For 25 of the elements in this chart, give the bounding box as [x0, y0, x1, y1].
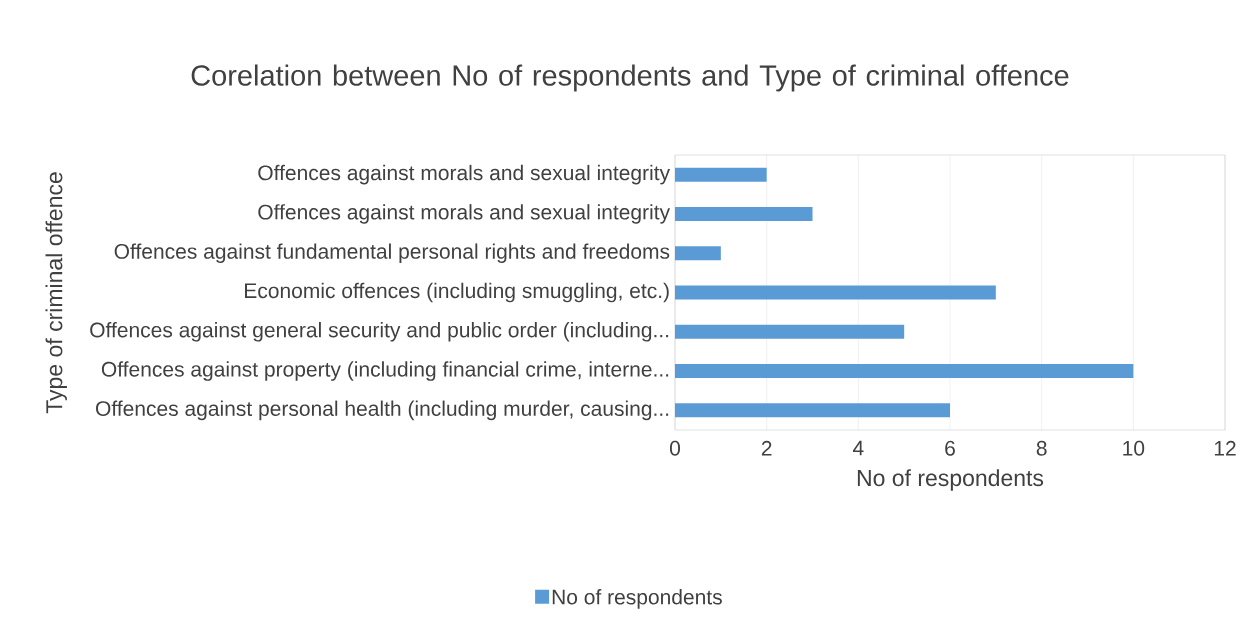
y-tick-label: Offences against morals and sexual integrity — [258, 164, 671, 185]
y-axis-title: Type of criminal offence — [45, 172, 67, 414]
x-tick-label: 6 — [945, 440, 955, 456]
bar — [675, 364, 1134, 379]
x-axis-title: No of respondents — [857, 469, 1044, 491]
y-tick-label: Offences against morals and sexual integrity — [258, 204, 671, 224]
x-tick-label: 0 — [669, 440, 681, 456]
bar — [675, 246, 721, 261]
y-tick-label: Offences against general security and public order (including... — [90, 322, 669, 342]
x-tick-label: 8 — [1036, 440, 1047, 456]
y-tick-label: Economic offences (including smuggling, etc.) — [245, 282, 669, 303]
x-tick-label: 10 — [1123, 440, 1145, 456]
y-tick-label: Offences against personal health (including murder, causing... — [96, 400, 669, 421]
x-tick-label: 12 — [1214, 440, 1236, 456]
bar — [675, 167, 767, 182]
y-tick-label: Offences against fundamental personal rights and freedoms — [114, 243, 670, 264]
bar — [675, 285, 996, 300]
bar — [675, 324, 905, 339]
y-tick-label: Offences against property (including financial crime, interne... — [101, 361, 669, 381]
legend-label: No of respondents — [552, 589, 722, 609]
x-tick-label: 4 — [852, 440, 864, 456]
bar — [675, 403, 950, 418]
bar — [675, 206, 813, 221]
x-tick-label: 2 — [761, 440, 772, 456]
chart-title: Corelation between No of respondents and Type of criminal offence — [191, 64, 1069, 92]
